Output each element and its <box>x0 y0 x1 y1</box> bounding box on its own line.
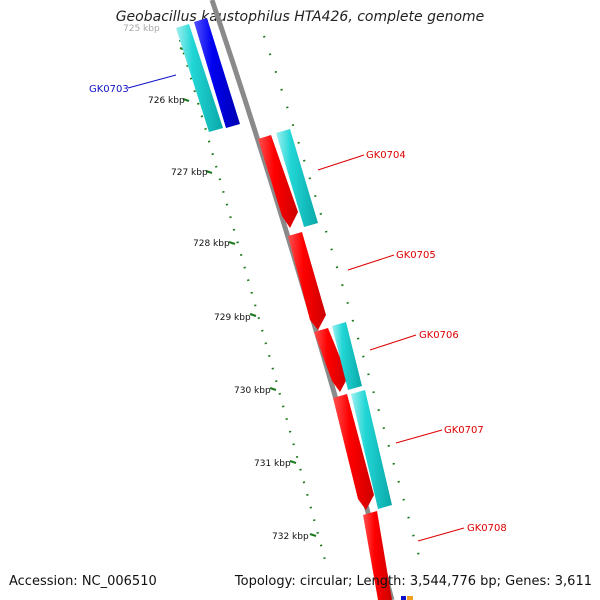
tick-label-731-kbp: 731 kbp <box>254 459 291 469</box>
gene-label-gk0703: GK0703 <box>89 84 129 95</box>
tick-label-726-kbp: 726 kbp <box>148 96 185 106</box>
gene-label-gk0707: GK0707 <box>444 425 484 436</box>
tick-label-728-kbp: 728 kbp <box>193 239 230 249</box>
gene-gk0704[interactable]: GK0704 <box>258 129 406 228</box>
accession-text: Accession: NC_006510 <box>9 574 157 589</box>
cds-bar-gk0706 <box>332 322 362 390</box>
tick-label-727-kbp: 727 kbp <box>171 168 208 178</box>
major-tick <box>182 97 190 103</box>
scale-ruler: 725 kbp 726 kbp 727 kbp 728 kbp 729 kbp … <box>123 24 327 561</box>
gene-gk0703[interactable]: GK0703 <box>89 18 240 132</box>
gene-label-gk0704: GK0704 <box>366 150 406 161</box>
label-line-gk0707 <box>395 429 443 444</box>
tick-label-732-kbp: 732 kbp <box>272 532 309 542</box>
major-tick <box>249 312 257 318</box>
cds-bar-gk0707 <box>351 390 392 509</box>
gene-bar-gk0708 <box>363 511 392 600</box>
tick-label-730-kbp: 730 kbp <box>234 386 271 396</box>
gene-label-gk0705: GK0705 <box>396 250 436 261</box>
major-tick <box>309 532 317 538</box>
gene-gk0706[interactable]: GK0706 <box>314 322 459 392</box>
gene-bar-gk0706 <box>314 328 348 392</box>
cds-bar-gk0703 <box>176 24 223 132</box>
gene-bar-gk0705 <box>288 232 326 330</box>
label-line-gk0704 <box>317 154 365 171</box>
outer-tick-track <box>262 35 422 561</box>
major-tick <box>228 240 236 246</box>
gene-bar-gk0704 <box>258 135 298 228</box>
gene-gk0705[interactable]: GK0705 <box>288 232 436 330</box>
major-tick <box>269 386 277 392</box>
label-line-gk0708 <box>417 527 465 542</box>
major-tick <box>205 169 213 175</box>
gene-bar-gk0707 <box>333 394 374 510</box>
tick-label-725-kbp: 725 kbp <box>123 24 160 34</box>
partial-features-bottom <box>401 596 413 600</box>
label-line-gk0706 <box>369 334 417 351</box>
gene-bar-gk0703 <box>194 18 240 128</box>
gene-label-gk0708: GK0708 <box>467 523 507 534</box>
gene-label-gk0706: GK0706 <box>419 330 459 341</box>
major-tick <box>289 459 297 465</box>
gene-gk0708[interactable]: GK0708 <box>363 511 507 600</box>
partial-blue-feature <box>401 596 406 600</box>
topology-summary: Topology: circular; Length: 3,544,776 bp… <box>234 574 592 589</box>
cds-bar-gk0704 <box>276 129 318 227</box>
genome-backbone <box>209 0 395 600</box>
partial-orange-feature <box>407 596 413 600</box>
gene-gk0707[interactable]: GK0707 <box>333 390 484 510</box>
label-line-gk0703 <box>127 74 177 89</box>
label-line-gk0705 <box>347 254 395 271</box>
tick-label-729-kbp: 729 kbp <box>214 313 251 323</box>
